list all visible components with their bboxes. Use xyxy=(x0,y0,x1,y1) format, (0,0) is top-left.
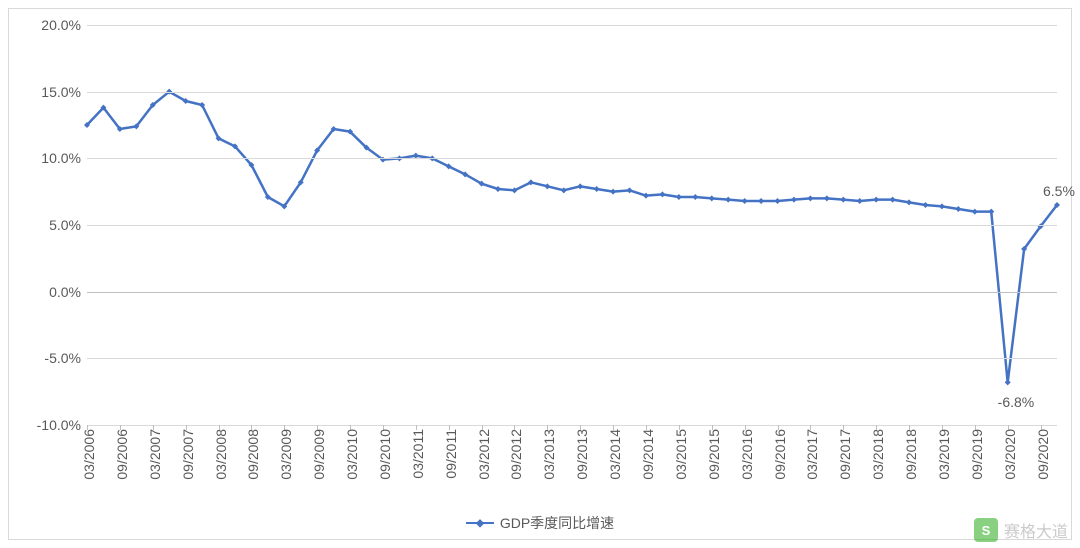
x-tick-label: 09/2019 xyxy=(969,429,985,480)
x-tick-label: 03/2014 xyxy=(607,429,623,480)
x-tick-label: 03/2017 xyxy=(804,429,820,480)
x-tick-label: 03/2020 xyxy=(1002,429,1018,480)
x-tick-label: 09/2020 xyxy=(1035,429,1051,480)
x-tick-label: 03/2012 xyxy=(476,429,492,480)
wechat-icon: S xyxy=(974,518,998,542)
series-marker xyxy=(857,198,863,204)
x-tick-label: 09/2006 xyxy=(114,429,130,480)
x-tick-label: 09/2018 xyxy=(903,429,919,480)
series-marker xyxy=(544,183,550,189)
x-tick-label: 03/2019 xyxy=(936,429,952,480)
legend-marker-icon xyxy=(476,519,484,527)
x-tick-label: 03/2016 xyxy=(739,429,755,480)
series-marker xyxy=(824,195,830,201)
x-tick-label: 09/2017 xyxy=(837,429,853,480)
plot-area: -10.0%-5.0%0.0%5.0%10.0%15.0%20.0%03/200… xyxy=(87,25,1057,425)
series-marker xyxy=(939,203,945,209)
series-marker xyxy=(758,198,764,204)
x-tick-label: 03/2011 xyxy=(410,429,426,479)
x-tick-label: 03/2007 xyxy=(147,429,163,480)
series-marker xyxy=(922,202,928,208)
series-marker xyxy=(1005,379,1011,385)
x-tick-label: 03/2006 xyxy=(81,429,97,480)
x-tick-label: 09/2011 xyxy=(443,429,459,479)
series-marker xyxy=(988,209,994,215)
series-marker xyxy=(807,195,813,201)
y-tick-label: 20.0% xyxy=(41,17,81,33)
series-line xyxy=(87,92,1057,383)
gridline xyxy=(87,292,1057,293)
x-tick-label: 09/2010 xyxy=(377,429,393,480)
watermark-icon-text: S xyxy=(982,523,991,538)
chart-container: -10.0% -5.0% 0.0% 5.0% 10.0% 15.0% 20.0% 03/200… xyxy=(8,8,1072,540)
series-marker xyxy=(659,191,665,197)
x-tick-label: 09/2014 xyxy=(640,429,656,480)
legend: GDP季度同比增速 xyxy=(9,513,1071,533)
series-marker xyxy=(840,197,846,203)
x-tick-label: 09/2016 xyxy=(772,429,788,480)
x-tick-label: 09/2008 xyxy=(245,429,261,480)
gridline xyxy=(87,225,1057,226)
x-tick-label: 03/2009 xyxy=(278,429,294,480)
y-tick-label: 15.0% xyxy=(41,84,81,100)
gridline xyxy=(87,92,1057,93)
x-tick-label: 03/2018 xyxy=(870,429,886,480)
series-marker xyxy=(577,183,583,189)
y-tick-label: -10.0% xyxy=(37,417,81,433)
series-marker xyxy=(561,187,567,193)
series-marker xyxy=(495,186,501,192)
x-tick-label: 09/2013 xyxy=(574,429,590,480)
x-tick-label: 09/2012 xyxy=(508,429,524,480)
series-marker xyxy=(906,199,912,205)
gridline xyxy=(87,25,1057,26)
x-tick-label: 03/2015 xyxy=(673,429,689,480)
x-tick-label: 03/2013 xyxy=(541,429,557,480)
series-marker xyxy=(890,197,896,203)
y-tick-label: -5.0% xyxy=(44,350,81,366)
series-marker xyxy=(775,198,781,204)
gridline xyxy=(87,425,1057,426)
gridline xyxy=(87,158,1057,159)
legend-line xyxy=(466,522,494,524)
legend-label: GDP季度同比增速 xyxy=(500,513,614,533)
y-tick-label: 5.0% xyxy=(49,217,81,233)
series-marker xyxy=(692,194,698,200)
series-marker xyxy=(643,193,649,199)
series-marker xyxy=(742,198,748,204)
series-marker xyxy=(725,197,731,203)
x-tick-label: 03/2008 xyxy=(213,429,229,480)
x-tick-label: 09/2009 xyxy=(311,429,327,480)
y-tick-label: 0.0% xyxy=(49,284,81,300)
series-marker xyxy=(627,187,633,193)
series-marker xyxy=(873,197,879,203)
series-marker xyxy=(972,209,978,215)
series-marker xyxy=(791,197,797,203)
gridline xyxy=(87,358,1057,359)
series-marker xyxy=(594,186,600,192)
y-tick-label: 10.0% xyxy=(41,150,81,166)
data-label: -6.8% xyxy=(998,394,1035,410)
x-tick-label: 09/2015 xyxy=(706,429,722,480)
data-label: 6.5% xyxy=(1043,183,1075,199)
series-marker xyxy=(676,194,682,200)
x-tick-label: 03/2010 xyxy=(344,429,360,480)
x-tick-label: 09/2007 xyxy=(180,429,196,480)
series-marker xyxy=(955,206,961,212)
watermark-text: 赛格大道 xyxy=(1004,518,1068,542)
series-marker xyxy=(610,189,616,195)
series-marker xyxy=(709,195,715,201)
watermark: S 赛格大道 xyxy=(974,518,1068,542)
